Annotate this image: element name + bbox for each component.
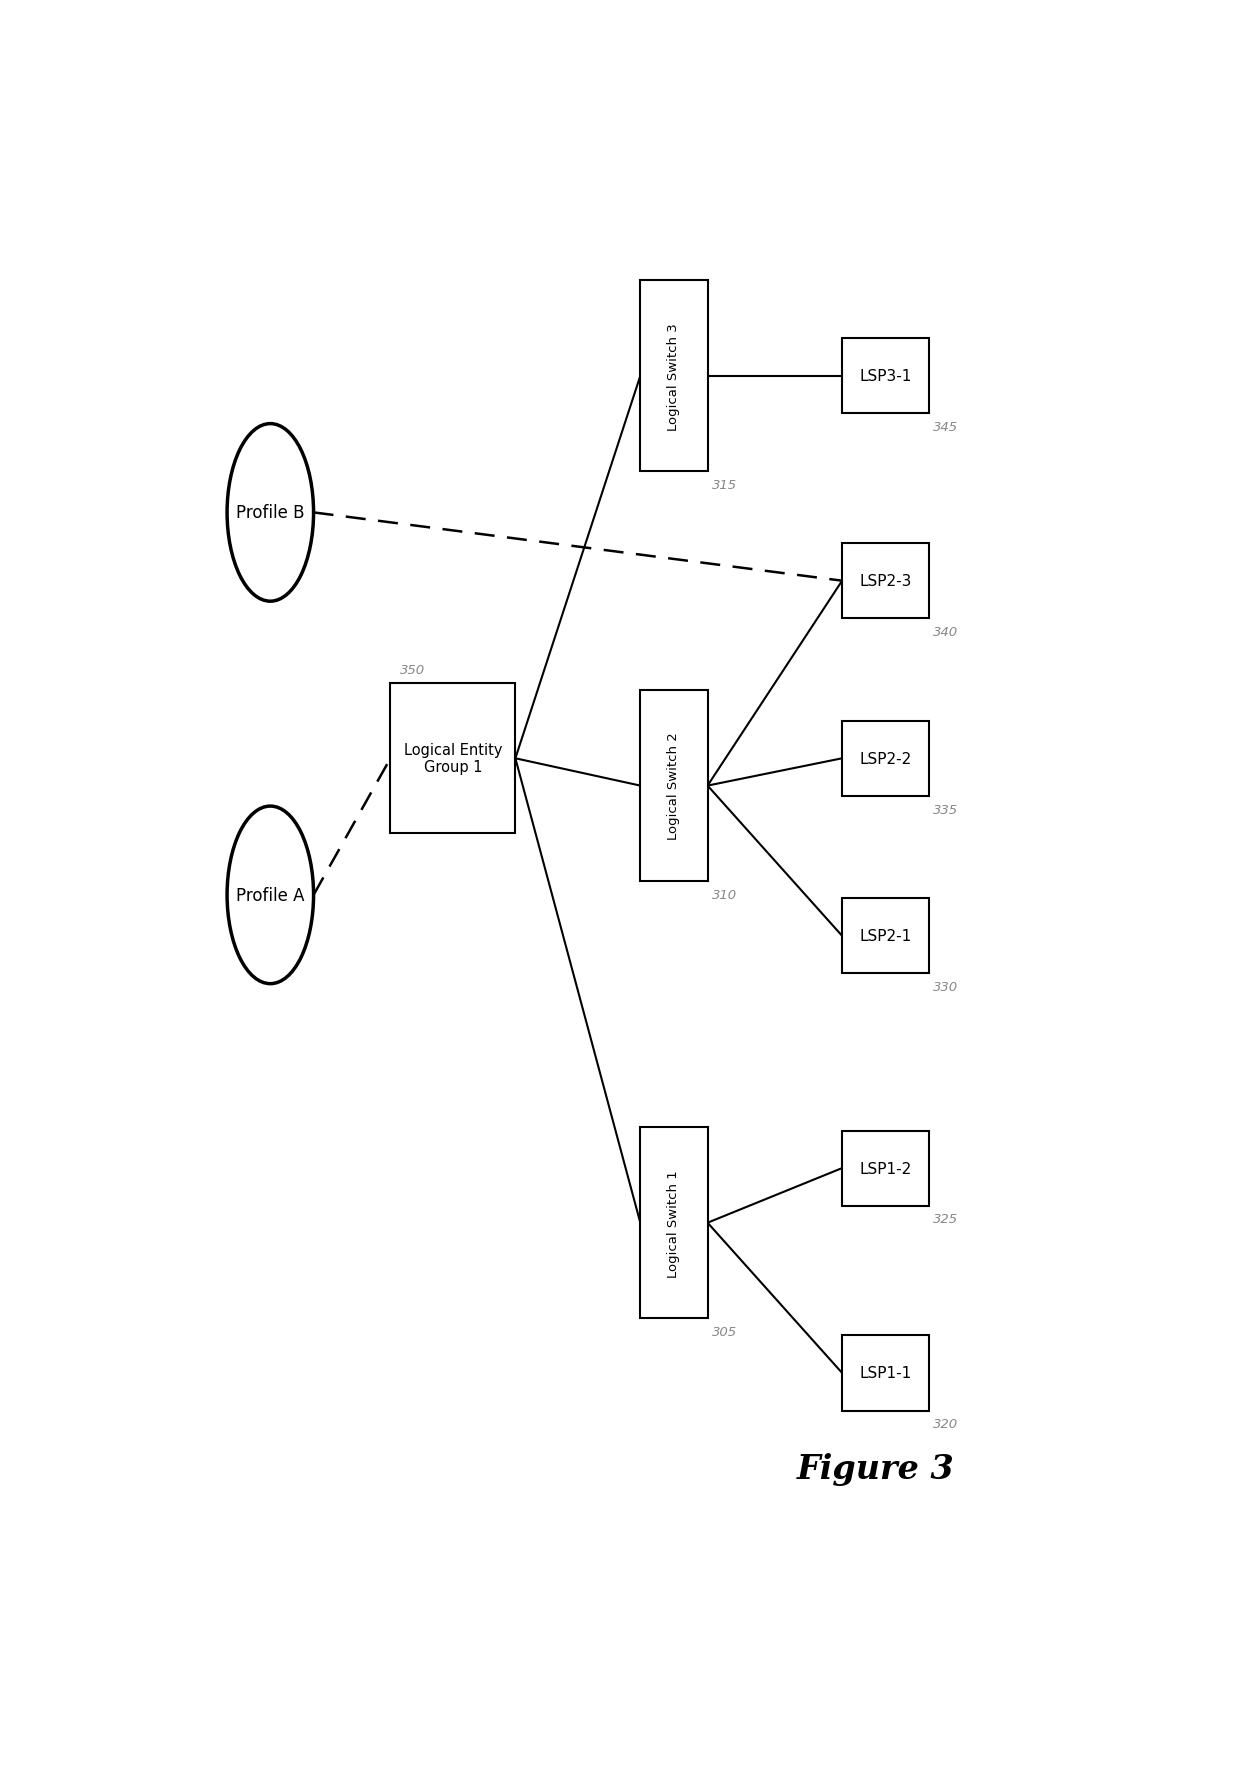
Text: LSP2-1: LSP2-1 [859, 929, 911, 943]
Text: 325: 325 [934, 1213, 959, 1225]
Bar [842, 339, 929, 415]
Ellipse shape [227, 424, 314, 601]
Text: 320: 320 [934, 1418, 959, 1431]
Text: 350: 350 [401, 663, 425, 677]
Bar [842, 899, 929, 973]
Text: LSP2-3: LSP2-3 [859, 574, 911, 589]
Bar [842, 544, 929, 619]
Text: Figure 3: Figure 3 [797, 1452, 955, 1486]
Text: Logical Switch 3: Logical Switch 3 [667, 323, 681, 431]
Bar [640, 280, 708, 472]
Text: LSP2-2: LSP2-2 [859, 752, 911, 766]
Bar [842, 1131, 929, 1206]
Bar [640, 690, 708, 881]
Text: 345: 345 [934, 420, 959, 434]
Text: 335: 335 [934, 803, 959, 816]
Text: LSP1-2: LSP1-2 [859, 1161, 911, 1175]
Bar [842, 722, 929, 796]
Text: Logical Switch 1: Logical Switch 1 [667, 1168, 681, 1277]
Ellipse shape [227, 807, 314, 984]
Text: 310: 310 [713, 888, 738, 901]
Bar [842, 1335, 929, 1411]
Text: 330: 330 [934, 980, 959, 993]
Text: Logical Switch 2: Logical Switch 2 [667, 732, 681, 840]
Text: LSP3-1: LSP3-1 [859, 369, 911, 385]
Bar [640, 1128, 708, 1319]
Text: LSP1-1: LSP1-1 [859, 1365, 911, 1381]
Text: Profile B: Profile B [236, 504, 305, 521]
Text: 315: 315 [713, 479, 738, 491]
Text: 305: 305 [713, 1326, 738, 1339]
Bar [391, 684, 516, 833]
Text: Logical Entity
Group 1: Logical Entity Group 1 [404, 743, 502, 775]
Text: Profile A: Profile A [236, 886, 305, 904]
Text: 340: 340 [934, 626, 959, 638]
